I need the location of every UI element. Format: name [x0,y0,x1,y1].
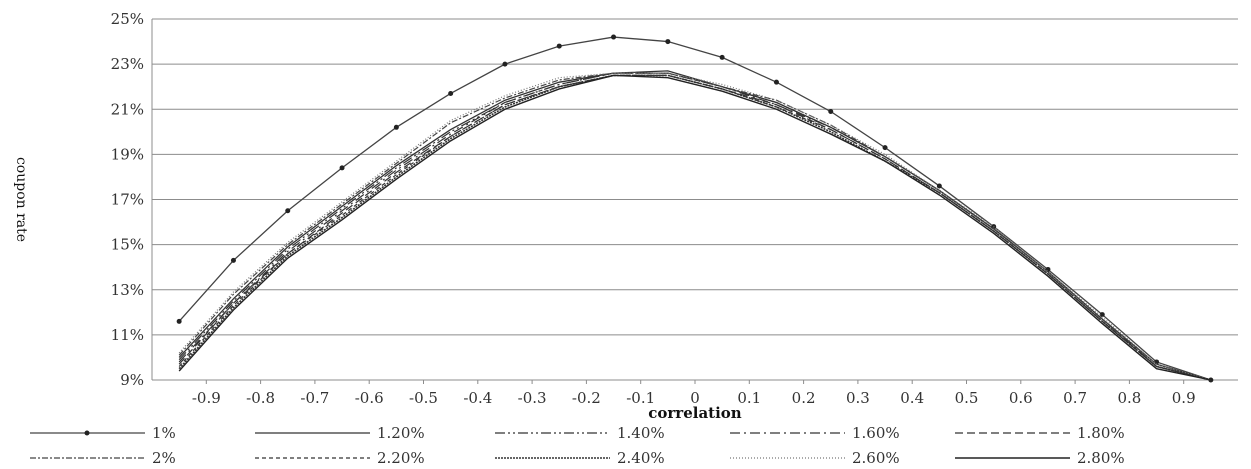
x-tick-label: -0.2 [572,389,601,407]
y-tick-label: 13% [111,281,144,299]
y-tick-label: 25% [111,10,144,28]
series-lines [176,34,1214,383]
series-point [285,208,291,214]
y-tick-label: 19% [111,145,144,163]
series-point [665,39,671,45]
series-point [773,79,779,85]
x-tick-label: 0.1 [737,389,761,407]
series-line [178,74,1211,381]
legend-label: 2% [152,449,176,467]
series-point [339,165,345,171]
x-tick-labels: -0.9 -0.8 -0.7 -0.6 -0.5 -0.4 -0.3 -0.2 -0.1 0 0.1… [192,389,1196,407]
series-point [828,109,834,115]
x-tick-label: 0.9 [1172,389,1196,407]
series-line [178,72,1212,381]
series-line [178,72,1212,381]
y-axis-label: coupon rate [13,157,29,242]
series-point [611,34,617,40]
series-point [556,43,562,49]
x-tick-label: 0 [690,389,700,407]
legend-label: 2.80% [1077,449,1125,467]
legend-label: 1.60% [852,424,900,442]
gridlines [152,18,1238,381]
series-point [230,257,236,263]
legend-label: 2.40% [617,449,665,467]
y-tick-label: 23% [111,55,144,73]
series-line [178,74,1211,381]
x-tick-label: 0.3 [846,389,870,407]
y-tick-label: 9% [120,371,144,389]
x-axis-label: correlation [648,404,742,422]
series-point [393,124,399,130]
y-tick-label: 17% [111,191,144,209]
legend-label: 2.60% [852,449,900,467]
series-point [448,90,454,96]
x-tick-label: 0.4 [900,389,924,407]
series-point [176,318,182,324]
y-tick-label: 11% [111,326,144,344]
x-tick-label: -0.9 [192,389,221,407]
x-tick-label: 0.2 [792,389,816,407]
y-tick-label: 21% [111,100,144,118]
series-point [719,54,725,60]
x-tick-label: 0.5 [955,389,979,407]
series-point [882,145,888,151]
x-tick-label: -0.5 [409,389,438,407]
series-line [178,74,1211,381]
x-tick-label: -0.3 [518,389,547,407]
legend-label: 2.20% [377,449,425,467]
axes [151,19,1238,384]
y-tick-label: 15% [111,236,144,254]
x-tick-label: -0.6 [355,389,384,407]
series-point [1099,312,1105,318]
legend-label: 1.80% [1077,424,1125,442]
legend-label: 1.20% [377,424,425,442]
x-tick-label: -0.4 [463,389,492,407]
series-point [502,61,508,67]
x-tick-label: 0.7 [1063,389,1087,407]
x-tick-label: -0.1 [626,389,655,407]
series-point [936,183,942,189]
legend-marker [84,430,90,436]
x-tick-label: 0.6 [1009,389,1033,407]
legend-label: 1% [152,424,176,442]
y-tick-labels: 9% 11% 13% 15% 17% 19% 21% 23% 25% [111,10,144,389]
x-tick-label: 0.8 [1117,389,1141,407]
x-tick-label: -0.7 [300,389,329,407]
series-line [178,72,1212,381]
x-tick-label: -0.8 [246,389,275,407]
series-line [178,36,1212,381]
legend: 1% 1.20% 1.40% 1.60% 1.80% 2% 2.20% 2.40% 2.60% 2… [30,424,1125,467]
series-line [178,72,1211,381]
series-line [178,74,1212,381]
legend-label: 1.40% [617,424,665,442]
